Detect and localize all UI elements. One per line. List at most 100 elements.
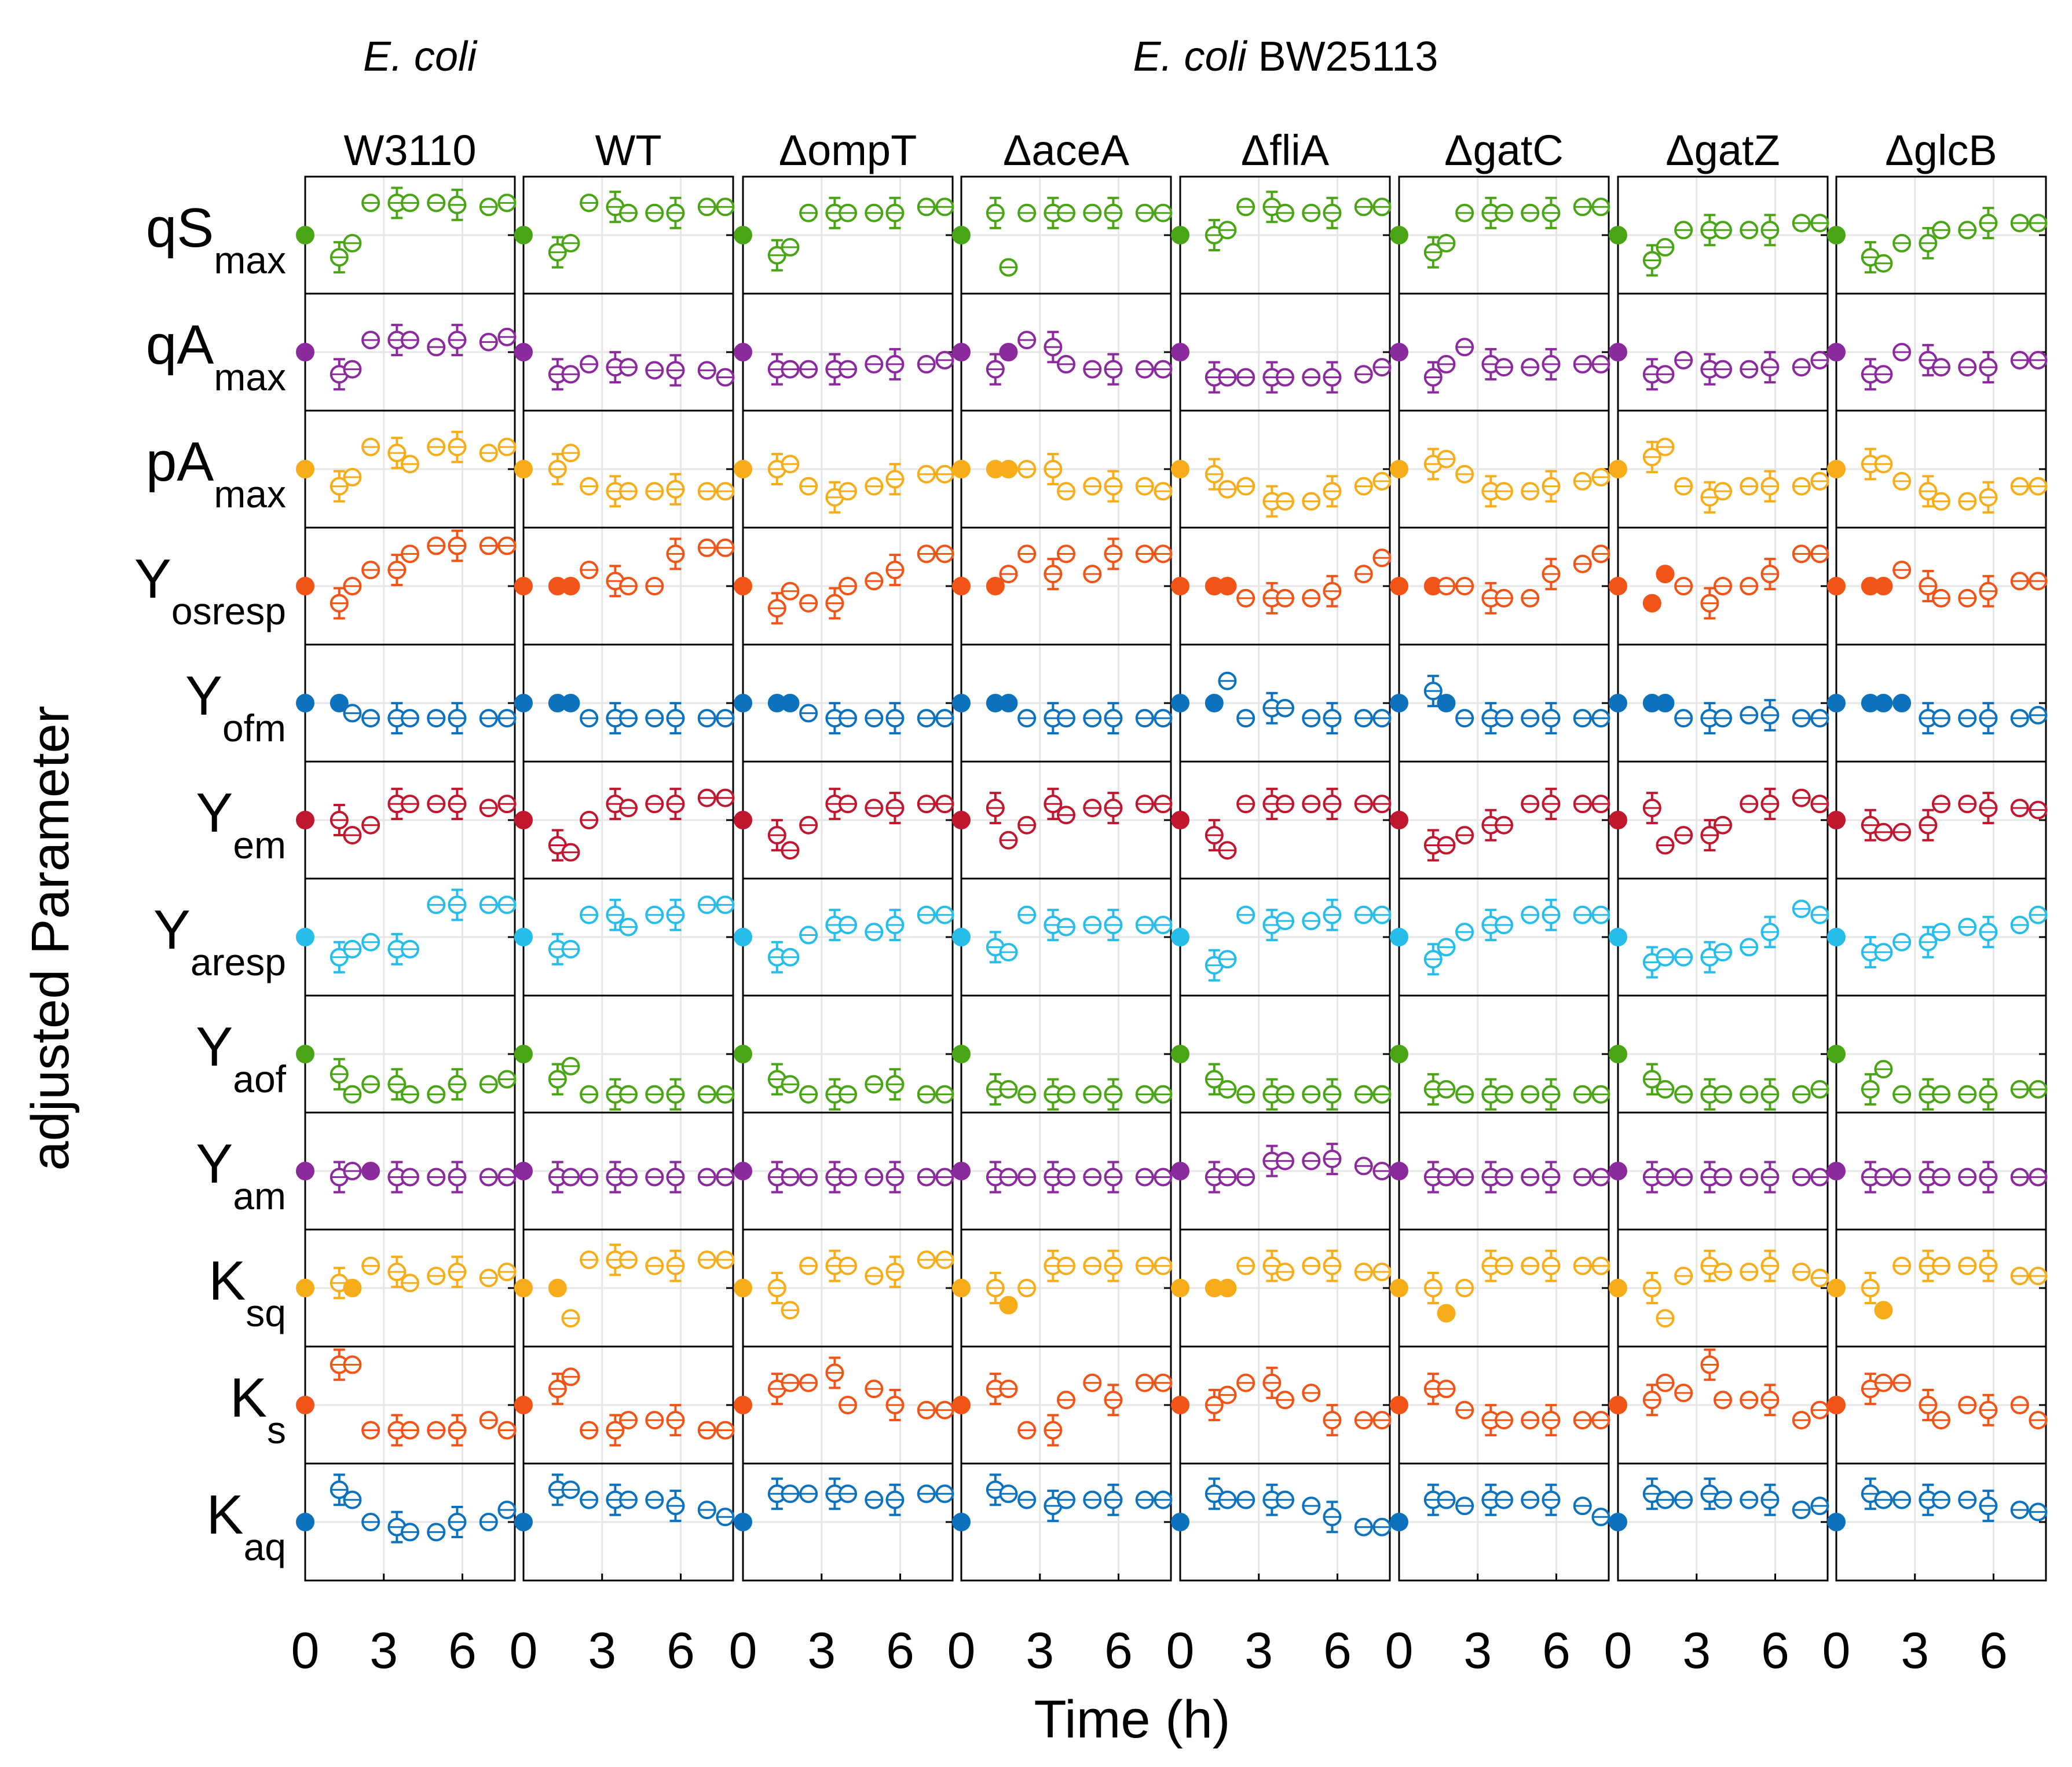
panel — [1171, 760, 1392, 880]
data-point-filled — [1827, 577, 1846, 595]
row-label-main: qA — [146, 314, 214, 376]
row-label-main: K — [208, 1250, 246, 1312]
x-tick-label: 6 — [1104, 1622, 1133, 1679]
data-point-filled — [1390, 694, 1408, 712]
data-point-filled — [734, 694, 752, 712]
panel — [1390, 877, 1610, 997]
data-point-filled — [1874, 694, 1893, 712]
data-point-filled — [734, 1513, 752, 1531]
panel — [1390, 526, 1610, 646]
panel — [1609, 877, 1829, 997]
data-point-filled — [1171, 577, 1189, 595]
data-point-filled — [1390, 1162, 1408, 1180]
row-label: Ksq — [208, 1250, 286, 1334]
x-tick-label: 3 — [1901, 1622, 1929, 1679]
panel — [296, 1345, 517, 1465]
x-tick-label: 0 — [510, 1622, 538, 1679]
data-point-filled — [999, 1296, 1018, 1315]
data-point-filled — [1390, 460, 1408, 478]
panel — [296, 1111, 517, 1231]
data-point-filled — [1171, 928, 1189, 946]
panel — [1609, 994, 1829, 1114]
row-label: Yosresp — [134, 548, 286, 632]
data-point-filled — [1609, 694, 1627, 712]
data-point-filled — [1609, 1162, 1627, 1180]
data-point-filled — [296, 1162, 314, 1180]
data-point-filled — [1390, 577, 1408, 595]
data-point-filled — [1827, 1396, 1846, 1414]
strain-label: WT — [595, 126, 661, 174]
row-label-sub: am — [233, 1175, 286, 1217]
row-label-main: qS — [146, 197, 214, 259]
data-point-filled — [1390, 1279, 1408, 1297]
data-point-filled — [514, 694, 533, 712]
panel — [1609, 409, 1829, 529]
data-point-filled — [1609, 343, 1627, 361]
row-label: pAmax — [146, 431, 286, 515]
data-point-filled — [952, 343, 971, 361]
x-tick-label: 6 — [1323, 1622, 1352, 1679]
data-point-filled — [1171, 1396, 1189, 1414]
panel — [296, 760, 517, 880]
panel — [514, 1111, 735, 1231]
panel — [1827, 1462, 2048, 1582]
data-point-filled — [1171, 1513, 1189, 1531]
panel — [1609, 1228, 1829, 1348]
data-point-filled — [952, 928, 971, 946]
data-point-filled — [781, 694, 800, 712]
data-point-filled — [514, 1396, 533, 1414]
data-point-filled — [1892, 694, 1912, 712]
panel — [952, 877, 1173, 997]
x-tick-label: 6 — [886, 1622, 914, 1679]
data-point-filled — [1171, 694, 1189, 712]
data-point-filled — [1827, 343, 1846, 361]
data-point-filled — [1827, 811, 1846, 829]
data-point-filled — [1609, 811, 1627, 829]
row-label-sub: s — [267, 1409, 286, 1451]
x-tick-label: 0 — [1604, 1622, 1632, 1679]
data-point-filled — [952, 460, 971, 478]
data-point-filled — [999, 460, 1018, 478]
data-point-filled — [330, 694, 349, 712]
panel — [952, 760, 1173, 880]
x-tick-label: 0 — [1166, 1622, 1195, 1679]
data-point-filled — [561, 694, 580, 712]
data-point-filled — [1390, 1513, 1408, 1531]
x-tick-label: 3 — [1463, 1622, 1492, 1679]
data-point-filled — [952, 226, 971, 244]
data-point-filled — [1656, 694, 1675, 712]
row-label: Yaof — [196, 1016, 286, 1100]
panel — [734, 1345, 954, 1465]
panel — [1609, 175, 1829, 295]
panel — [1171, 292, 1392, 412]
row-label-sub: aresp — [191, 941, 286, 983]
panel — [1827, 1345, 2048, 1465]
panel — [1827, 994, 2048, 1114]
strain-label: ΔglcB — [1885, 126, 1997, 174]
panel — [1171, 643, 1392, 763]
data-point-filled — [734, 1396, 752, 1414]
row-label-main: Y — [153, 899, 191, 961]
row-label: Kaq — [207, 1484, 286, 1568]
panel — [514, 1462, 735, 1582]
data-point-filled — [952, 1162, 971, 1180]
data-point-filled — [296, 694, 314, 712]
strain-label: W3110 — [344, 126, 477, 174]
panel — [1609, 1345, 1829, 1465]
panel — [1390, 175, 1610, 295]
data-point-filled — [734, 577, 752, 595]
data-point-filled — [514, 460, 533, 478]
data-point-filled — [1390, 226, 1408, 244]
row-label: Ks — [230, 1367, 286, 1451]
panel — [1609, 1111, 1829, 1231]
panel — [1827, 292, 2048, 412]
panel — [514, 994, 735, 1114]
panel — [1609, 643, 1829, 763]
data-point-filled — [1874, 1301, 1893, 1320]
x-tick-label: 3 — [1244, 1622, 1273, 1679]
data-point-filled — [296, 1513, 314, 1531]
panel — [1171, 1111, 1392, 1231]
row-label-sub: aq — [244, 1525, 286, 1568]
panel — [514, 643, 735, 763]
x-tick-label: 0 — [947, 1622, 976, 1679]
